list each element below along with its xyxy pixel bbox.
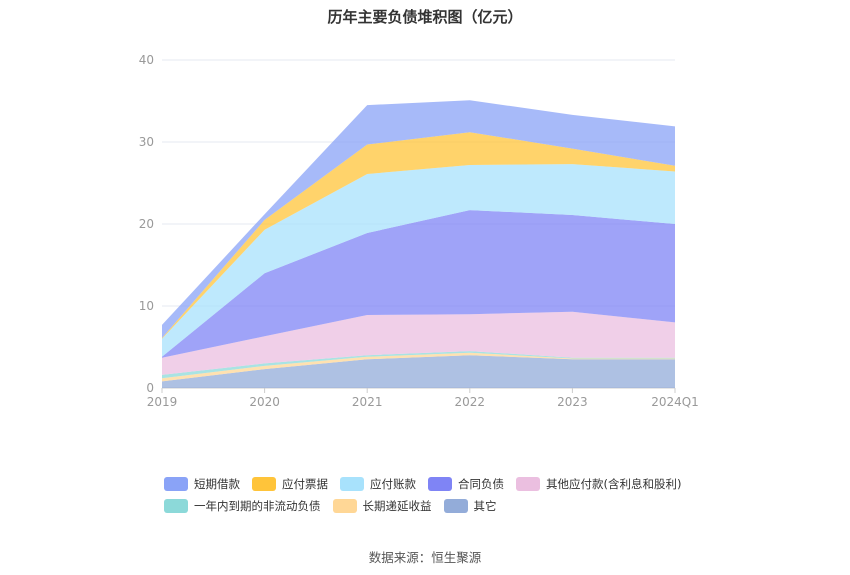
series-area-7 [162,100,675,338]
legend-swatch [516,477,540,491]
legend-item[interactable]: 短期借款 [164,476,240,492]
legend-item[interactable]: 其它 [443,498,497,514]
x-tick-label: 2024Q1 [651,395,699,409]
legend-label: 其它 [473,499,497,513]
y-tick-label: 40 [139,53,154,67]
y-tick-label: 30 [139,135,154,149]
legend-row-1: 短期借款 应付票据 应付账款 合同负债 其他应付款(含利息和股利) [164,473,724,495]
legend-swatch [252,477,276,491]
legend-swatch [443,499,468,513]
data-source: 数据来源：恒生聚源 [368,550,482,565]
legend-item[interactable]: 合同负债 [428,476,504,492]
x-tick-label: 2020 [249,395,280,409]
legend-item[interactable]: 应付账款 [340,476,416,492]
legend-label: 应付账款 [370,477,416,491]
legend-label: 一年内到期的非流动负债 [194,499,321,513]
series-area-5 [162,164,675,357]
y-tick-label: 0 [146,381,154,395]
x-tick-label: 2021 [352,395,383,409]
legend-label: 合同负债 [458,477,504,491]
legend-label: 短期借款 [194,477,240,491]
legend-label: 其他应付款(含利息和股利) [546,477,682,491]
x-tick-label: 2022 [455,395,486,409]
legend-swatch [332,499,357,513]
y-tick-label: 20 [139,217,154,231]
series-area-1 [162,352,675,382]
legend-swatch [340,477,364,491]
legend-item[interactable]: 其他应付款(含利息和股利) [516,476,681,492]
legend: 短期借款 应付票据 应付账款 合同负债 其他应付款(含利息和股利) 一年内到期的非流动负… [164,473,724,517]
series-area-4 [162,210,675,358]
y-tick-label: 10 [139,299,154,313]
legend-swatch [164,477,188,491]
legend-item[interactable]: 一年内到期的非流动负债 [164,498,321,514]
legend-row-2: 一年内到期的非流动负债 长期递延收益 其它 [164,495,724,517]
series-area-3 [162,311,675,375]
legend-item[interactable]: 应付票据 [252,476,328,492]
legend-item[interactable]: 长期递延收益 [332,498,432,514]
legend-swatch [164,499,188,513]
legend-swatch [428,477,452,491]
series-area-2 [162,351,675,379]
legend-label: 长期递延收益 [362,499,432,513]
chart-title: 历年主要负债堆积图（亿元） [327,8,523,26]
x-tick-label: 2019 [147,395,178,409]
x-tick-label: 2023 [557,395,588,409]
legend-label: 应付票据 [282,477,328,491]
series-area-0 [162,355,675,388]
